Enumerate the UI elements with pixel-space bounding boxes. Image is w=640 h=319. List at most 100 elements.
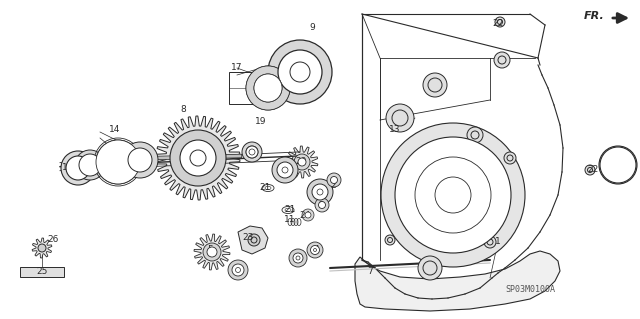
Circle shape	[236, 268, 241, 272]
Circle shape	[423, 73, 447, 97]
Circle shape	[421, 163, 485, 227]
Text: 14: 14	[109, 125, 121, 135]
Circle shape	[395, 137, 511, 253]
Circle shape	[104, 148, 132, 176]
Text: 13: 13	[447, 243, 459, 253]
Circle shape	[190, 150, 206, 166]
Circle shape	[319, 202, 326, 209]
Text: 21: 21	[259, 183, 271, 192]
Circle shape	[330, 176, 337, 183]
Circle shape	[305, 212, 311, 218]
Text: 23: 23	[243, 234, 253, 242]
Circle shape	[290, 62, 310, 82]
Circle shape	[315, 198, 329, 212]
Text: 22: 22	[588, 166, 598, 174]
Text: 21: 21	[284, 205, 296, 214]
Text: 9: 9	[309, 24, 315, 33]
Circle shape	[607, 154, 629, 176]
Text: 16: 16	[312, 188, 324, 197]
Circle shape	[272, 157, 298, 183]
Text: 11: 11	[284, 216, 296, 225]
Circle shape	[75, 150, 105, 180]
Text: 7: 7	[367, 268, 373, 277]
Circle shape	[302, 209, 314, 221]
Text: 13: 13	[389, 125, 401, 135]
Text: 22: 22	[492, 19, 504, 27]
Circle shape	[246, 146, 258, 158]
Circle shape	[233, 265, 243, 275]
Circle shape	[307, 179, 333, 205]
Circle shape	[298, 158, 306, 166]
Circle shape	[170, 130, 226, 186]
Circle shape	[282, 167, 288, 173]
Circle shape	[203, 243, 221, 261]
Circle shape	[317, 189, 323, 195]
Polygon shape	[194, 234, 230, 270]
Circle shape	[96, 140, 140, 184]
Text: 18: 18	[616, 160, 628, 169]
Circle shape	[268, 40, 332, 104]
Circle shape	[585, 165, 595, 175]
Text: 2: 2	[318, 201, 324, 210]
Text: 17: 17	[231, 63, 243, 72]
Text: 25: 25	[36, 268, 48, 277]
Circle shape	[600, 147, 636, 183]
Circle shape	[38, 244, 46, 252]
Circle shape	[600, 147, 636, 183]
Circle shape	[279, 164, 291, 176]
Text: 6: 6	[235, 264, 241, 273]
Text: 10: 10	[62, 164, 74, 173]
Circle shape	[66, 156, 90, 180]
Polygon shape	[156, 116, 240, 200]
Text: 26: 26	[47, 235, 59, 244]
Text: 8: 8	[180, 106, 186, 115]
Circle shape	[128, 148, 152, 172]
Circle shape	[599, 146, 637, 184]
Circle shape	[246, 66, 290, 110]
Circle shape	[401, 143, 505, 247]
Circle shape	[294, 154, 310, 170]
Circle shape	[96, 140, 140, 184]
Circle shape	[61, 151, 95, 185]
Circle shape	[467, 127, 483, 143]
Circle shape	[232, 264, 244, 276]
Text: 4: 4	[313, 246, 319, 255]
Text: 1: 1	[495, 236, 501, 246]
Circle shape	[281, 53, 319, 91]
Text: 3: 3	[295, 254, 301, 263]
Circle shape	[242, 142, 262, 162]
Circle shape	[307, 242, 323, 258]
Text: 5: 5	[207, 246, 213, 255]
Polygon shape	[238, 226, 268, 254]
Text: FR.: FR.	[584, 11, 605, 21]
Circle shape	[278, 50, 322, 94]
Text: 19: 19	[255, 117, 267, 127]
Circle shape	[122, 142, 158, 178]
Text: 15: 15	[279, 164, 291, 173]
Text: 20: 20	[295, 157, 307, 166]
Polygon shape	[286, 146, 318, 178]
Circle shape	[294, 254, 302, 262]
Circle shape	[293, 253, 303, 263]
Circle shape	[312, 184, 328, 200]
Text: SP03M0100A: SP03M0100A	[505, 286, 555, 294]
Text: 2: 2	[330, 181, 336, 189]
Bar	[229, 72, 271, 104]
Circle shape	[381, 123, 525, 267]
Polygon shape	[355, 251, 560, 311]
Circle shape	[207, 247, 217, 257]
Text: 24: 24	[300, 211, 310, 219]
Circle shape	[495, 17, 505, 27]
Circle shape	[494, 52, 510, 68]
Circle shape	[180, 140, 216, 176]
Circle shape	[310, 246, 319, 255]
Circle shape	[277, 162, 293, 178]
Circle shape	[314, 186, 326, 198]
Circle shape	[246, 66, 290, 110]
Circle shape	[415, 157, 491, 233]
Circle shape	[79, 154, 101, 176]
Circle shape	[435, 177, 471, 213]
Circle shape	[312, 247, 319, 254]
Circle shape	[386, 104, 414, 132]
Circle shape	[228, 260, 248, 280]
